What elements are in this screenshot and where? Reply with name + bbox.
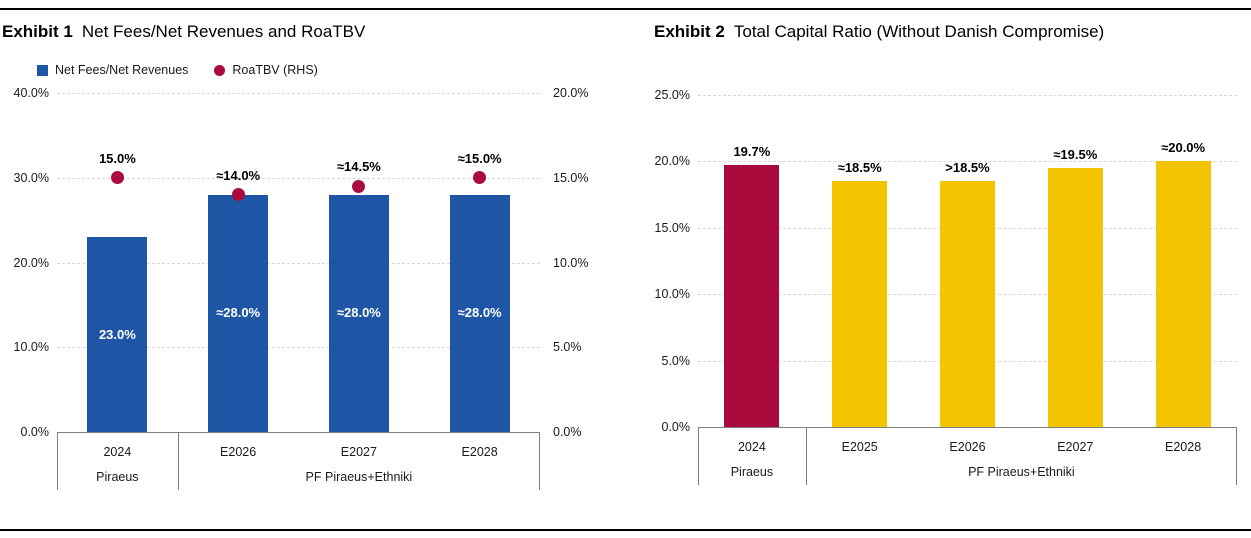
bar-value-label: ≈28.0% bbox=[336, 305, 381, 321]
point-series-swatch-icon bbox=[214, 64, 226, 76]
bar-value-label: ≈18.5% bbox=[837, 160, 882, 176]
bar bbox=[328, 194, 389, 432]
right-axis-tick-label: 5.0% bbox=[553, 340, 582, 355]
category-label: E2028 bbox=[461, 445, 498, 459]
x-axis-box bbox=[698, 427, 1237, 485]
gridline bbox=[698, 95, 1237, 96]
category-label: E2027 bbox=[1057, 440, 1094, 454]
y-axis-tick-label: 10.0% bbox=[654, 287, 690, 302]
right-axis-tick-label: 20.0% bbox=[553, 86, 589, 100]
group-divider bbox=[805, 427, 807, 485]
roatbv-point bbox=[473, 171, 487, 185]
exhibit-2-title: Total Capital Ratio (Without Danish Comp… bbox=[733, 22, 1105, 41]
exhibit-2-chart: Exhibit 2 Total Capital Ratio (Without Da… bbox=[640, 0, 1251, 520]
legend-label-roatbv: RoaTBV (RHS) bbox=[232, 63, 318, 77]
y-axis-tick-label: 25.0% bbox=[654, 88, 690, 102]
bar bbox=[1047, 168, 1103, 427]
exhibit-2-label: Exhibit 2 bbox=[654, 22, 725, 41]
bar bbox=[1155, 161, 1211, 427]
bar bbox=[208, 194, 269, 432]
group-divider bbox=[177, 432, 179, 490]
bar bbox=[940, 181, 995, 427]
group-label: Piraeus bbox=[730, 465, 774, 479]
y-axis-tick-label: 15.0% bbox=[654, 220, 690, 235]
bar-value-label: ≈28.0% bbox=[216, 305, 261, 321]
y-axis-tick-label: 20.0% bbox=[654, 154, 690, 169]
exhibit-1-chart: Exhibit 1 Net Fees/Net Revenues and RoaTB… bbox=[0, 0, 625, 520]
y-axis-tick-label: 30.0% bbox=[13, 170, 49, 185]
category-label: E2026 bbox=[949, 440, 986, 454]
roatbv-point bbox=[352, 179, 366, 193]
category-label: 2024 bbox=[737, 440, 766, 454]
top-rule bbox=[0, 8, 1251, 10]
bar-series-swatch-icon bbox=[37, 64, 48, 76]
bottom-rule bbox=[0, 529, 1251, 531]
y-axis-tick-label: 0.0% bbox=[20, 425, 50, 439]
category-label: 2024 bbox=[103, 445, 132, 459]
bar-value-label: 19.7% bbox=[733, 144, 771, 160]
exhibit-1-title: Net Fees/Net Revenues and RoaTBV bbox=[81, 22, 366, 41]
legend-label-net-fees: Net Fees/Net Revenues bbox=[55, 63, 189, 77]
gridline bbox=[698, 161, 1237, 163]
exhibit-2-title-row: Exhibit 2 Total Capital Ratio (Without Da… bbox=[654, 22, 1104, 42]
point-value-label: 15.0% bbox=[98, 150, 136, 166]
group-label: PF Piraeus+Ethniki bbox=[968, 465, 1075, 479]
right-axis-tick-label: 0.0% bbox=[553, 425, 582, 439]
bar bbox=[832, 181, 888, 427]
bar bbox=[87, 237, 148, 432]
exhibit-1-title-row: Exhibit 1 Net Fees/Net Revenues and RoaTB… bbox=[2, 22, 365, 42]
bar bbox=[449, 194, 510, 432]
right-axis-tick-label: 15.0% bbox=[553, 170, 589, 185]
exhibit-1-legend: Net Fees/Net Revenues RoaTBV (RHS) bbox=[37, 63, 318, 77]
x-axis-box bbox=[57, 432, 540, 490]
roatbv-point bbox=[231, 188, 245, 202]
gridline bbox=[57, 262, 540, 264]
gridline bbox=[57, 177, 540, 179]
roatbv-point bbox=[110, 171, 124, 185]
point-value-label: ≈15.0% bbox=[457, 150, 502, 166]
exhibit-1-label: Exhibit 1 bbox=[2, 22, 73, 41]
bar-value-label: ≈20.0% bbox=[1161, 140, 1206, 156]
point-value-label: ≈14.0% bbox=[216, 167, 261, 183]
y-axis-tick-label: 10.0% bbox=[13, 340, 49, 355]
category-label: E2026 bbox=[220, 445, 257, 459]
group-label: PF Piraeus+Ethniki bbox=[305, 470, 413, 484]
group-label: Piraeus bbox=[96, 470, 139, 484]
category-label: E2028 bbox=[1165, 440, 1202, 454]
y-axis-tick-label: 0.0% bbox=[661, 420, 691, 434]
y-axis-tick-label: 20.0% bbox=[13, 255, 49, 270]
bar-value-label: ≈19.5% bbox=[1053, 147, 1098, 163]
category-label: E2027 bbox=[340, 445, 377, 459]
bar-value-label: 23.0% bbox=[98, 326, 136, 342]
category-label: E2025 bbox=[841, 440, 878, 454]
point-value-label: ≈14.5% bbox=[336, 159, 381, 175]
bar-value-label: >18.5% bbox=[945, 160, 990, 176]
gridline bbox=[57, 347, 540, 349]
y-axis-tick-label: 5.0% bbox=[661, 353, 691, 368]
bar bbox=[724, 165, 780, 427]
bar-value-label: ≈28.0% bbox=[457, 305, 502, 321]
gridline bbox=[57, 93, 540, 94]
y-axis-tick-label: 40.0% bbox=[13, 86, 49, 100]
right-axis-tick-label: 10.0% bbox=[553, 255, 589, 270]
